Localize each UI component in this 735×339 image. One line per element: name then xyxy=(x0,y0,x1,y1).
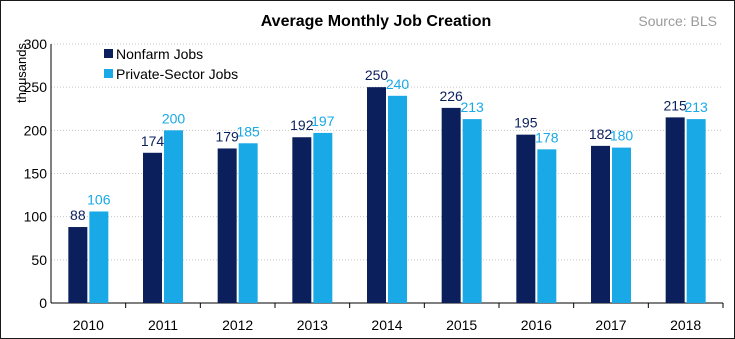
x-tick-label: 2011 xyxy=(148,317,178,333)
bar-private xyxy=(313,132,333,303)
legend: Nonfarm Jobs Private-Sector Jobs xyxy=(104,46,238,82)
bar-nonfarm xyxy=(441,107,461,304)
data-label-nonfarm: 174 xyxy=(141,133,165,149)
x-tick-label: 2015 xyxy=(446,317,477,333)
y-tick-label: 50 xyxy=(31,252,47,268)
bar-nonfarm xyxy=(367,87,386,304)
data-label-private: 200 xyxy=(162,110,186,126)
data-label-private: 240 xyxy=(386,76,410,92)
data-label-nonfarm: 182 xyxy=(589,126,613,142)
x-tick-label: 2013 xyxy=(297,317,328,333)
bar-nonfarm xyxy=(143,152,162,303)
y-axis-label: thousands xyxy=(14,43,29,103)
chart-title: Average Monthly Job Creation xyxy=(261,13,492,30)
y-tick-label: 150 xyxy=(24,166,48,182)
legend-swatch xyxy=(104,69,113,78)
data-label-private: 106 xyxy=(87,191,111,207)
data-label-private: 197 xyxy=(311,113,335,129)
bar-private xyxy=(462,119,482,303)
x-tick-label: 2018 xyxy=(670,317,701,333)
bar-nonfarm xyxy=(665,117,685,303)
legend-swatch xyxy=(104,49,113,58)
bar-private xyxy=(164,130,183,303)
bar-nonfarm xyxy=(516,134,536,303)
x-tick-label: 2014 xyxy=(371,317,402,333)
bar-private xyxy=(89,211,109,303)
data-label-private: 213 xyxy=(460,99,484,115)
data-label-nonfarm: 179 xyxy=(215,128,239,144)
bar-private xyxy=(238,143,258,303)
y-tick-label: 100 xyxy=(24,209,48,225)
data-label-private: 185 xyxy=(236,123,260,139)
data-label-nonfarm: 250 xyxy=(365,67,389,83)
bar-nonfarm xyxy=(217,148,237,303)
data-label-private: 178 xyxy=(535,129,559,145)
bar-nonfarm xyxy=(591,145,610,303)
x-tick-label: 2017 xyxy=(595,317,626,333)
y-tick-label: 0 xyxy=(39,295,47,311)
y-tick-label: 300 xyxy=(24,36,48,52)
legend-label: Nonfarm Jobs xyxy=(116,46,203,62)
y-tick-label: 250 xyxy=(24,79,48,95)
data-label-nonfarm: 192 xyxy=(290,117,314,133)
bar-nonfarm xyxy=(292,137,312,303)
bar-private xyxy=(612,147,631,303)
gridlines xyxy=(51,43,723,261)
bars xyxy=(68,87,706,304)
data-label-nonfarm: 88 xyxy=(70,207,86,223)
axes xyxy=(50,44,724,308)
bar-private xyxy=(388,95,407,303)
bar-nonfarm xyxy=(68,227,88,303)
chart-source: Source: BLS xyxy=(638,13,717,29)
data-label-nonfarm: 195 xyxy=(514,115,538,131)
tick-labels: 0 50 100 150 200 250 300 2010 2011 2012 2013 2014 20… xyxy=(24,36,702,333)
x-tick-label: 2010 xyxy=(73,317,104,333)
y-tick-label: 200 xyxy=(24,122,48,138)
data-label-nonfarm: 215 xyxy=(663,97,687,113)
x-tick-label: 2016 xyxy=(521,317,552,333)
legend-label: Private-Sector Jobs xyxy=(116,66,238,82)
data-label-private: 213 xyxy=(684,99,708,115)
data-label-nonfarm: 226 xyxy=(439,88,463,104)
x-tick-label: 2012 xyxy=(222,317,253,333)
data-label-private: 180 xyxy=(610,128,634,144)
bar-private xyxy=(686,119,706,303)
bar-private xyxy=(537,149,557,303)
